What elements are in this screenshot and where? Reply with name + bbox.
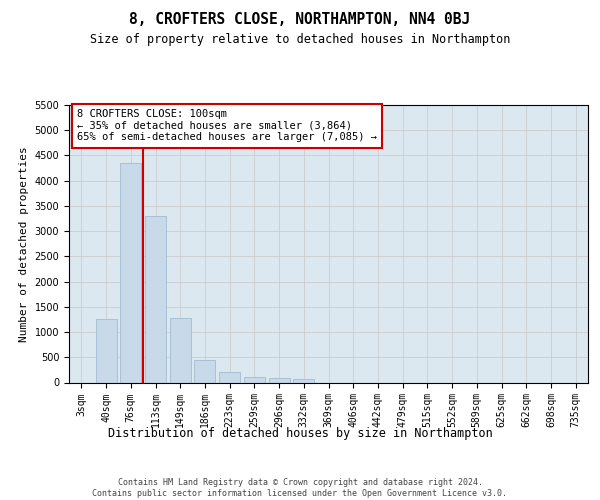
Bar	[194, 360, 215, 382]
Bar	[244, 378, 265, 382]
Bar	[95, 320, 116, 382]
Bar	[120, 163, 141, 382]
Bar	[170, 318, 191, 382]
Bar	[269, 378, 290, 382]
Y-axis label: Number of detached properties: Number of detached properties	[19, 146, 29, 342]
Text: Distribution of detached houses by size in Northampton: Distribution of detached houses by size …	[107, 428, 493, 440]
Text: Size of property relative to detached houses in Northampton: Size of property relative to detached ho…	[90, 32, 510, 46]
Bar	[145, 216, 166, 382]
Text: 8 CROFTERS CLOSE: 100sqm
← 35% of detached houses are smaller (3,864)
65% of sem: 8 CROFTERS CLOSE: 100sqm ← 35% of detach…	[77, 109, 377, 142]
Text: Contains HM Land Registry data © Crown copyright and database right 2024.
Contai: Contains HM Land Registry data © Crown c…	[92, 478, 508, 498]
Bar	[293, 380, 314, 382]
Text: 8, CROFTERS CLOSE, NORTHAMPTON, NN4 0BJ: 8, CROFTERS CLOSE, NORTHAMPTON, NN4 0BJ	[130, 12, 470, 28]
Bar	[219, 372, 240, 382]
